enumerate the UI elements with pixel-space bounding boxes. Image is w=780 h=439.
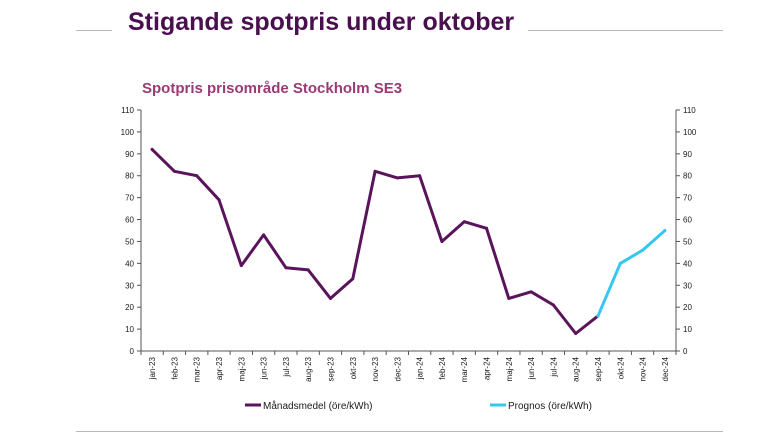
x-tick-label: jul-24	[549, 356, 558, 377]
y-tick-label-left: 90	[125, 150, 134, 159]
y-tick-label-left: 60	[125, 216, 134, 225]
legend-label-1: Månadsmedel (öre/kWh)	[263, 400, 372, 412]
y-tick-label-right: 70	[683, 194, 692, 203]
data-point-series-1	[328, 296, 332, 300]
data-point-series-1	[351, 277, 355, 281]
y-tick-label-right: 10	[683, 325, 692, 334]
x-tick-label: apr-23	[215, 356, 224, 380]
footer-rule	[76, 431, 723, 432]
data-point-series-1	[239, 264, 243, 268]
x-tick-label: nov-23	[371, 356, 380, 381]
y-tick-label-left: 80	[125, 172, 134, 181]
y-tick-label-right: 0	[683, 347, 688, 356]
data-point-series-1	[485, 226, 489, 230]
y-tick-label-right: 110	[683, 106, 696, 115]
data-point-series-1	[574, 331, 578, 335]
x-tick-label: nov-24	[639, 356, 648, 381]
y-tick-label-left: 40	[125, 259, 134, 268]
x-tick-label: jun-24	[527, 356, 536, 380]
x-tick-label: aug-24	[572, 356, 581, 381]
x-tick-label: sep-24	[594, 356, 603, 381]
x-tick-label: mar-23	[193, 356, 202, 382]
y-tick-label-right: 20	[683, 303, 692, 312]
data-point-series-1	[462, 220, 466, 224]
x-tick-label: sep-23	[326, 356, 335, 381]
data-point-series-1	[262, 233, 266, 237]
x-tick-label: maj-24	[505, 356, 514, 381]
chart-title: Spotpris prisområde Stockholm SE3	[142, 80, 403, 97]
data-point-series-1	[507, 296, 511, 300]
data-point-series-1	[418, 174, 422, 178]
data-point-series-2	[618, 261, 622, 265]
y-tick-label-left: 110	[121, 106, 134, 115]
data-point-series-1	[395, 176, 399, 180]
y-tick-label-left: 20	[125, 303, 134, 312]
slide-title: Stigande spotpris under oktober	[128, 8, 515, 36]
y-tick-label-left: 70	[125, 194, 134, 203]
y-tick-label-right: 80	[683, 172, 692, 181]
y-tick-label-right: 60	[683, 216, 692, 225]
data-point-series-1	[284, 266, 288, 270]
data-point-series-2	[641, 248, 645, 252]
x-tick-label: jun-23	[260, 356, 269, 380]
y-tick-label-left: 100	[121, 128, 135, 137]
x-tick-label: aug-23	[304, 356, 313, 381]
x-tick-label: okt-23	[349, 356, 358, 379]
y-tick-label-right: 40	[683, 259, 692, 268]
x-tick-label: dec-24	[661, 356, 670, 381]
data-point-series-2	[596, 314, 600, 318]
data-point-series-1	[150, 147, 154, 151]
series-line-2	[596, 229, 667, 318]
y-tick-label-left: 30	[125, 281, 134, 290]
y-tick-label-right: 90	[683, 150, 692, 159]
data-point-series-1	[306, 268, 310, 272]
x-tick-label: maj-23	[237, 356, 246, 381]
x-tick-label: jul-23	[282, 356, 291, 377]
x-tick-label: feb-24	[438, 356, 447, 379]
legend-label-2: Prognos (öre/kWh)	[508, 401, 592, 412]
x-tick-label: feb-23	[170, 356, 179, 379]
data-point-series-1	[195, 174, 199, 178]
x-tick-label: mar-24	[460, 356, 469, 382]
y-tick-label-right: 100	[683, 128, 697, 137]
x-tick-label: jan-24	[416, 356, 425, 380]
data-point-series-2	[663, 229, 667, 232]
data-point-series-1	[217, 198, 221, 202]
data-point-series-1	[373, 169, 377, 173]
x-tick-label: jan-23	[148, 356, 157, 380]
x-tick-label: apr-24	[483, 356, 492, 380]
title-rule-left	[76, 30, 112, 31]
y-tick-label-left: 10	[125, 325, 134, 334]
data-point-series-1	[440, 239, 444, 243]
y-tick-label-right: 50	[683, 237, 692, 246]
data-point-series-1	[551, 303, 555, 307]
series-line-1	[150, 147, 600, 335]
y-tick-label-left: 50	[125, 237, 134, 246]
y-tick-label-left: 0	[130, 347, 135, 356]
title-rule-right	[528, 30, 723, 31]
data-point-series-1	[172, 169, 176, 173]
data-point-series-1	[529, 290, 533, 294]
y-tick-label-right: 30	[683, 281, 692, 290]
x-tick-label: okt-24	[616, 356, 625, 379]
x-tick-label: dec-23	[393, 356, 402, 381]
